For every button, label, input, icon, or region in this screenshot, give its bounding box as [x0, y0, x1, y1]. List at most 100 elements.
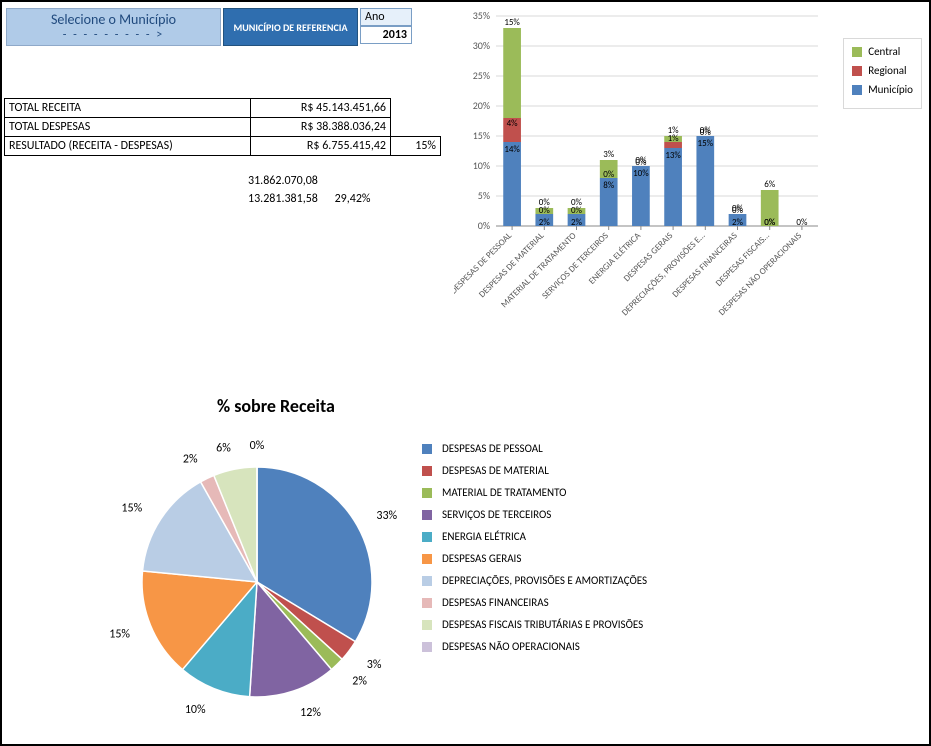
svg-text:35%: 35%: [473, 9, 490, 22]
select-municipio-arrow: - - - - - - - - - >: [7, 28, 220, 42]
svg-text:12%: 12%: [300, 706, 321, 720]
legend-swatch: [422, 576, 432, 586]
svg-text:5%: 5%: [478, 189, 490, 202]
svg-text:2%: 2%: [183, 453, 198, 467]
svg-text:3%: 3%: [367, 658, 382, 672]
resultado-value: R$ 6.755.415,42: [251, 137, 391, 156]
pie-chart-svg: 33%3%2%12%10%15%15%2%6%0%: [92, 422, 422, 742]
legend-swatch: [852, 85, 862, 95]
table-row: RESULTADO (RECEITA - DESPESAS) R$ 6.755.…: [5, 137, 441, 156]
svg-text:10%: 10%: [633, 168, 649, 179]
svg-text:14%: 14%: [504, 144, 520, 155]
legend-swatch: [422, 488, 432, 498]
svg-text:15%: 15%: [473, 129, 490, 142]
svg-text:0%: 0%: [732, 203, 744, 214]
legend-label: Regional: [868, 64, 906, 77]
legend-label: DEPRECIAÇÕES, PROVISÕES E AMORTIZAÇÕES: [442, 574, 647, 587]
legend-item: DESPESAS GERAIS: [422, 552, 647, 565]
header-row: Selecione o Município - - - - - - - - - …: [6, 8, 412, 46]
legend-swatch: [422, 620, 432, 630]
dashboard-page: Selecione o Município - - - - - - - - - …: [0, 0, 931, 746]
pie-chart-legend: DESPESAS DE PESSOAL DESPESAS DE MATERIAL M…: [422, 442, 647, 662]
sub-values: 31.862.070,08 13.281.381,58 29,42%: [248, 174, 371, 210]
pie-chart: 33%3%2%12%10%15%15%2%6%0%: [92, 422, 422, 745]
year-value[interactable]: 2013: [360, 26, 412, 44]
svg-text:0%: 0%: [603, 169, 615, 180]
table-row: TOTAL DESPESAS R$ 38.388.036,24: [5, 118, 441, 137]
svg-text:20%: 20%: [473, 99, 490, 112]
legend-swatch: [852, 66, 862, 76]
legend-label: MATERIAL DE TRATAMENTO: [442, 486, 566, 499]
sub-value-1: 31.862.070,08: [248, 174, 318, 188]
svg-text:6%: 6%: [216, 442, 231, 456]
year-box: Ano 2013: [360, 8, 412, 46]
legend-item: DESPESAS NÃO OPERACIONAIS: [422, 640, 647, 653]
svg-text:0%: 0%: [571, 197, 583, 208]
year-label: Ano: [360, 8, 412, 26]
pie-chart-title: % sobre Receita: [217, 395, 335, 417]
total-receita-value: R$ 45.143.451,66: [251, 99, 391, 118]
bar-chart-legend: Central Regional Município: [843, 38, 922, 109]
svg-text:1%: 1%: [668, 125, 680, 136]
legend-item: ENERGIA ELÉTRICA: [422, 530, 647, 543]
svg-text:10%: 10%: [185, 703, 206, 717]
legend-label: DESPESAS GERAIS: [442, 552, 521, 565]
table-row: TOTAL RECEITA R$ 45.143.451,66: [5, 99, 441, 118]
svg-text:0%: 0%: [635, 155, 647, 166]
legend-swatch: [422, 598, 432, 608]
select-municipio-label: Selecione o Município: [7, 11, 220, 28]
svg-text:15%: 15%: [121, 501, 142, 515]
svg-text:15%: 15%: [504, 17, 520, 28]
sub-value-2: 13.281.381,58: [248, 192, 318, 206]
legend-swatch: [422, 444, 432, 454]
svg-text:13%: 13%: [665, 150, 681, 161]
reference-button[interactable]: MUNICÍPIO DE REFERENCIA: [223, 8, 358, 46]
resultado-label: RESULTADO (RECEITA - DESPESAS): [5, 137, 251, 156]
svg-text:30%: 30%: [473, 39, 490, 52]
legend-swatch: [422, 532, 432, 542]
legend-swatch: [422, 466, 432, 476]
legend-item: DESPESAS FINANCEIRAS: [422, 596, 647, 609]
legend-item: Central: [852, 45, 913, 58]
total-despesas-label: TOTAL DESPESAS: [5, 118, 251, 137]
svg-text:0%: 0%: [700, 125, 712, 136]
legend-label: DESPESAS FINANCEIRAS: [442, 596, 549, 609]
legend-item: Município: [852, 83, 913, 96]
legend-item: Regional: [852, 64, 913, 77]
svg-text:15%: 15%: [698, 138, 714, 149]
legend-item: MATERIAL DE TRATAMENTO: [422, 486, 647, 499]
legend-item: SERVIÇOS DE TERCEIROS: [422, 508, 647, 521]
legend-label: Central: [868, 45, 900, 58]
total-receita-label: TOTAL RECEITA: [5, 99, 251, 118]
svg-text:0%: 0%: [478, 219, 490, 232]
legend-item: DESPESAS DE MATERIAL: [422, 464, 647, 477]
svg-text:3%: 3%: [603, 149, 615, 160]
svg-text:8%: 8%: [603, 180, 615, 191]
legend-swatch: [422, 642, 432, 652]
svg-text:15%: 15%: [109, 627, 130, 641]
legend-label: ENERGIA ELÉTRICA: [442, 530, 526, 543]
legend-label: SERVIÇOS DE TERCEIROS: [442, 508, 551, 521]
select-municipio-cell[interactable]: Selecione o Município - - - - - - - - - …: [6, 8, 221, 46]
svg-text:4%: 4%: [507, 118, 519, 129]
legend-item: DESPESAS DE PESSOAL: [422, 442, 647, 455]
legend-label: DESPESAS DE PESSOAL: [442, 442, 543, 455]
legend-label: DESPESAS NÃO OPERACIONAIS: [442, 640, 580, 653]
svg-text:2%: 2%: [352, 674, 367, 688]
sub-value-2-pct: 29,42%: [335, 192, 371, 206]
legend-label: Município: [868, 83, 913, 96]
totals-table: TOTAL RECEITA R$ 45.143.451,66 TOTAL DES…: [4, 98, 441, 156]
svg-text:10%: 10%: [473, 159, 490, 172]
reference-button-label: MUNICÍPIO DE REFERENCIA: [233, 22, 347, 33]
legend-label: DESPESAS DE MATERIAL: [442, 464, 549, 477]
svg-text:0%: 0%: [539, 197, 551, 208]
legend-label: DESPESAS FISCAIS TRIBUTÁRIAS E PROVISÕES: [442, 618, 643, 631]
legend-swatch: [422, 554, 432, 564]
legend-item: DESPESAS FISCAIS TRIBUTÁRIAS E PROVISÕES: [422, 618, 647, 631]
total-despesas-value: R$ 38.388.036,24: [251, 118, 391, 137]
legend-swatch: [422, 510, 432, 520]
legend-swatch: [852, 47, 862, 57]
legend-item: DEPRECIAÇÕES, PROVISÕES E AMORTIZAÇÕES: [422, 574, 647, 587]
svg-text:6%: 6%: [764, 179, 776, 190]
svg-text:25%: 25%: [473, 69, 490, 82]
